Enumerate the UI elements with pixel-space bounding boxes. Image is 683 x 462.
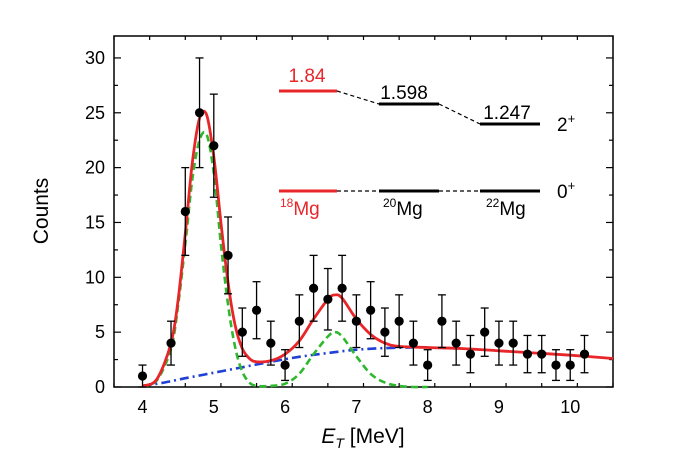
- data-point: [408, 338, 418, 348]
- data-point: [465, 349, 476, 359]
- spin-2plus-value: 2: [557, 115, 568, 136]
- x-tick-label: 4: [138, 397, 148, 417]
- level-scheme: 1.84 1.598 1.247 2+ 0+ 18Mg 20Mg 22Mg: [279, 66, 575, 220]
- data-point: [565, 360, 575, 370]
- data-point: [351, 316, 361, 326]
- data-point: [537, 349, 547, 359]
- x-tick-label: 7: [351, 397, 361, 417]
- data-point: [522, 349, 533, 359]
- data-point: [366, 305, 376, 315]
- nucleus-20mg: 20Mg: [383, 196, 423, 220]
- x-axis-label-subscript: T: [335, 435, 345, 451]
- spin-2plus: 2+: [557, 111, 575, 136]
- level-link-18-20: [336, 90, 380, 105]
- y-tick-label: 5: [95, 322, 105, 342]
- data-point: [180, 206, 190, 217]
- energy-18mg: 1.84: [289, 66, 326, 87]
- fit-curves: [141, 109, 614, 389]
- data-point: [579, 349, 590, 359]
- data-point: [394, 316, 404, 326]
- y-tick-label: 15: [85, 212, 105, 232]
- x-axis-label-symbol: E: [321, 425, 336, 448]
- data-point: [309, 283, 319, 293]
- spin-0plus: 0+: [557, 178, 575, 203]
- nucleus-18mg: 18Mg: [280, 196, 320, 220]
- data-point: [223, 250, 233, 260]
- data-point: [266, 338, 276, 348]
- data-point: [137, 371, 148, 381]
- background-curve: [142, 346, 414, 388]
- y-axis-label: Counts: [30, 178, 53, 245]
- nucleus-22mg-mass: 22: [486, 196, 500, 210]
- x-tick-labels: 4 5 6 7 8 9 10: [138, 397, 581, 417]
- energy-20mg: 1.598: [380, 83, 428, 104]
- x-axis-label: ET [MeV]: [321, 425, 404, 451]
- y-tick-label: 25: [85, 103, 105, 123]
- nucleus-18mg-mass: 18: [280, 196, 294, 210]
- data-point: [166, 338, 176, 348]
- y-tick-label: 30: [85, 48, 105, 68]
- data-point: [209, 141, 219, 151]
- data-point: [423, 360, 433, 370]
- nucleus-20mg-mass: 20: [383, 196, 397, 210]
- data-point: [551, 360, 561, 370]
- data-point: [251, 305, 262, 315]
- data-point: [323, 294, 333, 304]
- x-tick-label: 5: [209, 397, 219, 417]
- data-points: [137, 57, 590, 388]
- y-tick-labels: 0 5 10 15 20 25 30: [85, 48, 105, 397]
- nucleus-20mg-symbol: Mg: [396, 199, 422, 220]
- total-fit-curve: [141, 109, 614, 388]
- data-point: [194, 108, 205, 118]
- x-axis-label-unit: [MeV]: [344, 425, 405, 448]
- spin-0plus-parity: +: [568, 178, 576, 193]
- nucleus-22mg: 22Mg: [486, 196, 526, 220]
- x-tick-label: 9: [494, 397, 504, 417]
- nucleus-18mg-symbol: Mg: [293, 199, 319, 220]
- axis-ticks: [113, 36, 614, 388]
- y-tick-label: 0: [95, 377, 105, 397]
- spin-0plus-value: 0: [557, 182, 568, 203]
- level-link-20-22: [438, 103, 481, 125]
- data-point: [480, 327, 490, 337]
- data-point: [237, 327, 247, 337]
- data-point: [280, 360, 290, 370]
- data-point: [437, 316, 447, 326]
- energy-22mg: 1.247: [483, 103, 531, 124]
- data-point: [494, 338, 504, 348]
- y-tick-label: 10: [85, 267, 105, 287]
- data-point: [294, 316, 304, 326]
- spin-2plus-parity: +: [568, 111, 576, 126]
- nucleus-22mg-symbol: Mg: [499, 199, 525, 220]
- x-tick-label: 10: [560, 397, 580, 417]
- data-point: [337, 283, 347, 293]
- x-tick-label: 6: [280, 397, 290, 417]
- data-point: [508, 338, 518, 348]
- x-tick-label: 8: [423, 397, 433, 417]
- data-point: [451, 338, 461, 348]
- data-point: [380, 327, 390, 337]
- y-tick-label: 20: [85, 158, 105, 178]
